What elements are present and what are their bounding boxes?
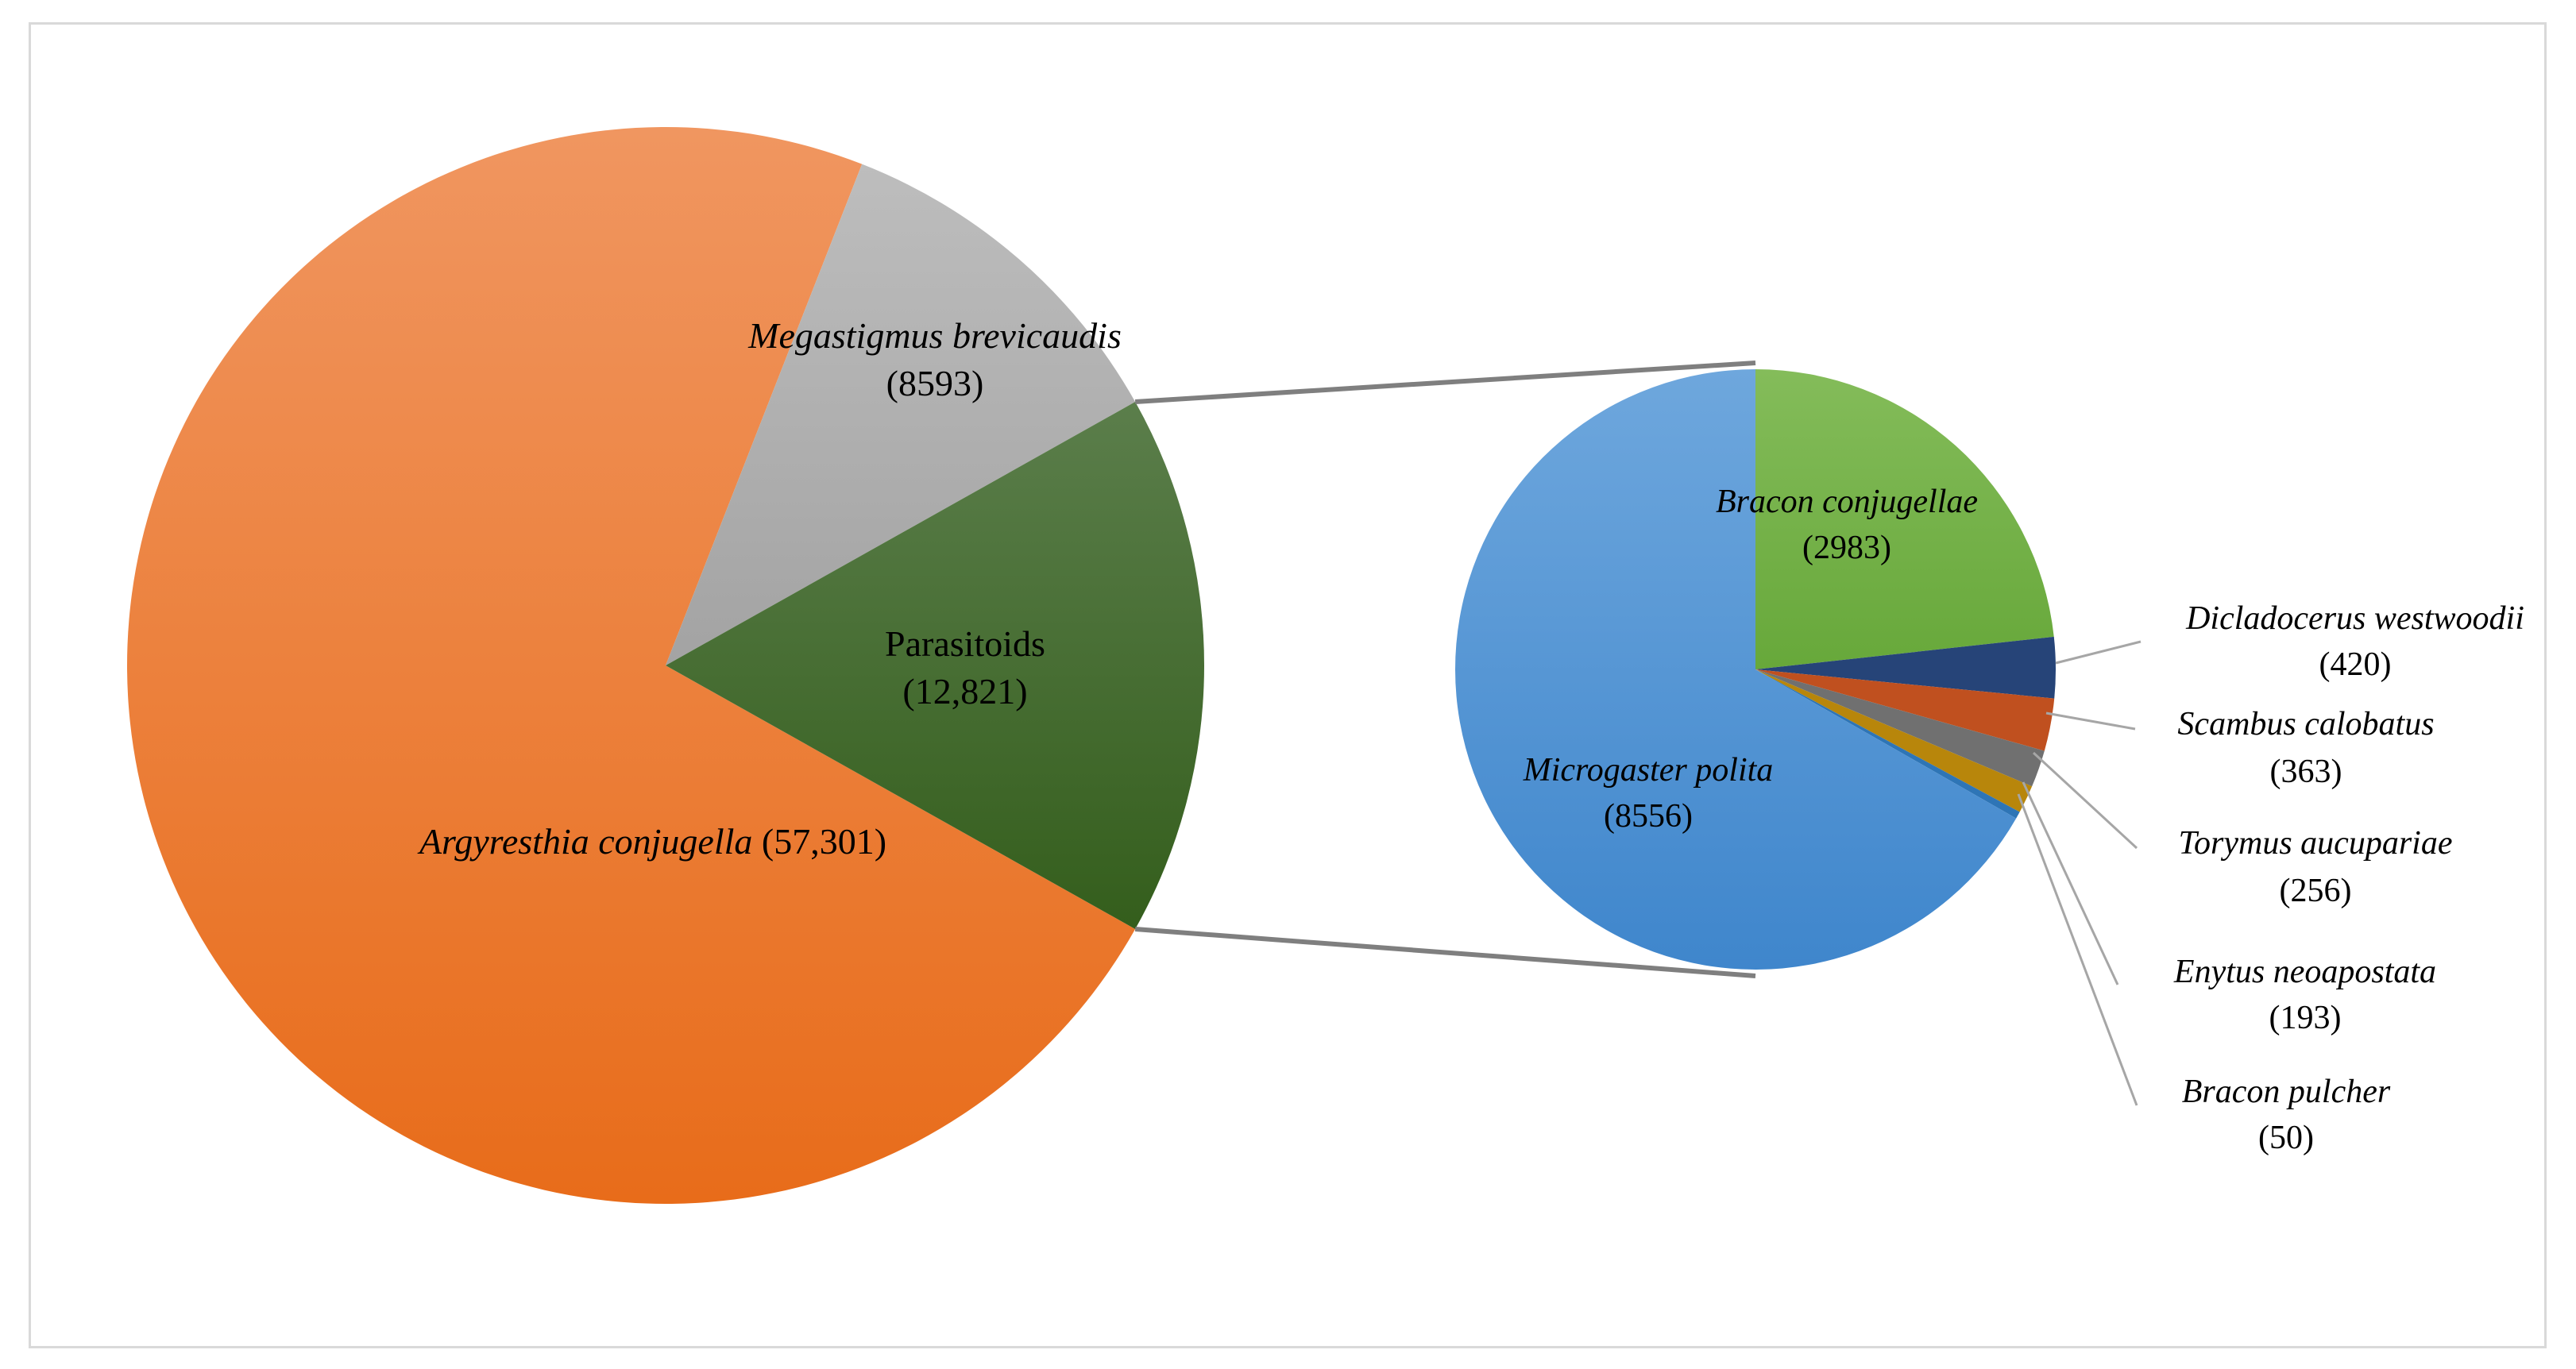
slice-argyresthia-conjugella	[127, 127, 1136, 1205]
leader-lines	[2017, 640, 2142, 1106]
pie-connector-lines	[1134, 361, 1756, 978]
label-bracon-conjugellae-name: Bracon conjugellae	[1716, 484, 1978, 520]
label-enytus-neoapostata-value: (193)	[2269, 1000, 2342, 1036]
label-scambus-calobatus-name: Scambus calobatus	[2177, 706, 2434, 742]
label-torymus-aucupariae-value: (256)	[2280, 873, 2352, 909]
label-enytus-neoapostata-name: Enytus neoapostata	[2173, 954, 2436, 990]
leader-line-torymus-aucupariae	[2032, 751, 2138, 850]
connector-line-bottom	[1134, 926, 1756, 978]
connector-line-top	[1134, 361, 1756, 405]
main-pie	[127, 127, 1205, 1205]
secondary-pie	[1455, 369, 2057, 970]
label-bracon-pulcher-value: (50)	[2258, 1120, 2314, 1156]
slice-torymus-aucupariae	[1755, 669, 2045, 787]
data-labels: Argyresthia conjugella (57,301) Megastig…	[417, 315, 2524, 1156]
slice-dicladocerus-westwoodii	[1755, 636, 2057, 699]
slice-enytus-neoapostata	[1755, 669, 2033, 812]
slice-megastigmus-brevicaudis	[666, 164, 1136, 666]
slice-bracon-pulcher	[1755, 669, 2020, 819]
leader-line-scambus-calobatus	[2045, 711, 2136, 731]
slice-microgaster-polita	[1455, 369, 2017, 970]
label-microgaster-polita-value: (8556)	[1604, 798, 1693, 835]
label-parasitoids-name: Parasitoids	[885, 623, 1045, 664]
label-argyresthia-conjugella: Argyresthia conjugella (57,301)	[417, 821, 886, 862]
slice-parasitoids	[666, 402, 1205, 929]
label-dicladocerus-westwoodii-value: (420)	[2319, 646, 2392, 683]
label-bracon-pulcher-name: Bracon pulcher	[2182, 1074, 2391, 1110]
label-dicladocerus-westwoodii-name: Dicladocerus westwoodii	[2185, 600, 2524, 637]
slice-scambus-calobatus	[1755, 669, 2055, 751]
leader-line-bracon-pulcher	[2017, 793, 2138, 1106]
label-bracon-conjugellae-value: (2983)	[1802, 530, 1891, 566]
leader-line-dicladocerus-westwoodii	[2055, 640, 2142, 665]
label-parasitoids-value: (12,821)	[902, 671, 1027, 711]
label-torymus-aucupariae-name: Torymus aucupariae	[2179, 825, 2453, 862]
label-megastigmus-brevicaudis-name: Megastigmus brevicaudis	[747, 315, 1122, 356]
label-scambus-calobatus-value: (363)	[2270, 754, 2342, 790]
label-microgaster-polita-name: Microgaster polita	[1523, 752, 1774, 789]
leader-line-enytus-neoapostata	[2022, 781, 2119, 985]
slice-bracon-conjugellae	[1755, 369, 2054, 669]
label-megastigmus-brevicaudis-value: (8593)	[886, 363, 984, 403]
